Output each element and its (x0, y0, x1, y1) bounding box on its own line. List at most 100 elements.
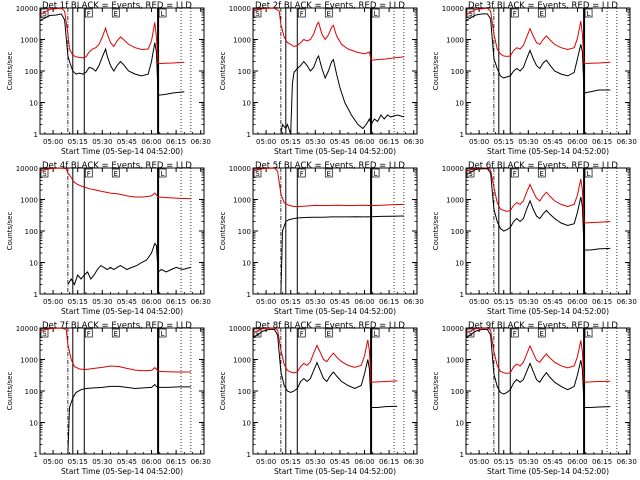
y-tick-label: 1000 (20, 37, 38, 45)
events-series-line (465, 13, 611, 94)
interval-label: E (540, 10, 544, 18)
x-axis-label: Start Time (05-Sep-14 04:52:00) (61, 467, 183, 476)
interval-box (510, 8, 519, 18)
x-tick-label: 05:15 (281, 138, 301, 146)
interval-label: L (161, 10, 165, 18)
y-tick-label: 10 (242, 100, 251, 108)
y-tick-label: 10000 (229, 5, 251, 13)
x-tick-label: 05:45 (543, 138, 563, 146)
y-tick-label: 1 (460, 131, 464, 139)
interval-box (371, 328, 380, 338)
y-axis-label: Counts/sec (432, 212, 440, 251)
x-tick-label: 06:30 (404, 458, 424, 466)
x-tick-label: 06:15 (166, 458, 186, 466)
panel-title: Det 6f BLACK = Events, RED = LLD (468, 161, 618, 171)
x-tick-label: 05:45 (330, 458, 350, 466)
y-tick-label: 10000 (16, 165, 38, 173)
detector-panel: Det 7f BLACK = Events, RED = LLD 1 10 100 10… (0, 320, 213, 480)
y-axis-label: Counts/sec (219, 212, 227, 251)
interval-label: F (513, 170, 517, 178)
x-tick-label: 05:00 (469, 458, 489, 466)
interval-label: F (513, 10, 517, 18)
x-tick-label: 05:00 (43, 138, 63, 146)
lld-series-line (465, 327, 611, 383)
x-tick-label: 05:15 (281, 458, 301, 466)
interval-box (158, 8, 167, 18)
y-tick-label: 1000 (20, 197, 38, 205)
x-tick-label: 05:45 (117, 458, 137, 466)
events-series-line (67, 242, 192, 286)
interval-label: F (87, 170, 91, 178)
panel-plot: Det 8f BLACK = Events, RED = LLD 1 10 100 10… (219, 321, 424, 476)
detector-panel: Det 9f BLACK = Events, RED = LLD 1 10 100 10… (426, 320, 639, 480)
x-tick-label: 06:30 (191, 298, 211, 306)
interval-label: L (587, 170, 591, 178)
lld-series-line (39, 327, 191, 373)
y-tick-label: 10 (242, 260, 251, 268)
interval-box (584, 8, 593, 18)
interval-box (537, 168, 546, 178)
y-tick-label: 10 (29, 100, 38, 108)
y-tick-label: 10000 (16, 5, 38, 13)
y-axis-label: Counts/sec (6, 212, 14, 251)
interval-box (537, 8, 546, 18)
x-tick-label: 06:15 (379, 458, 399, 466)
panel-plot: Det 3f BLACK = Events, RED = LLD 1 10 100 10… (432, 1, 637, 156)
interval-box (297, 8, 306, 18)
interval-box (371, 8, 380, 18)
y-tick-label: 10000 (442, 165, 464, 173)
interval-box (111, 168, 120, 178)
y-tick-label: 1 (247, 291, 251, 299)
interval-box (324, 328, 333, 338)
x-tick-label: 05:00 (256, 298, 276, 306)
interval-box (297, 168, 306, 178)
panel-plot: Det 1f BLACK = Events, RED = LLD 1 10 100 10… (6, 1, 211, 156)
x-tick-label: 05:00 (43, 298, 63, 306)
interval-label: F (300, 330, 304, 338)
y-tick-label: 100 (451, 388, 464, 396)
interval-box (84, 168, 93, 178)
y-tick-label: 1000 (446, 357, 464, 365)
y-tick-label: 100 (451, 68, 464, 76)
interval-label: S (468, 170, 473, 178)
lld-series-line (39, 7, 185, 65)
interval-label: F (87, 10, 91, 18)
interval-box (324, 8, 333, 18)
x-tick-label: 06:15 (379, 138, 399, 146)
detector-panel: Det 1f BLACK = Events, RED = LLD 1 10 100 10… (0, 0, 213, 160)
x-tick-label: 06:15 (592, 298, 612, 306)
interval-label: L (374, 10, 378, 18)
x-tick-label: 06:15 (166, 138, 186, 146)
y-tick-label: 1 (247, 131, 251, 139)
y-tick-label: 1000 (233, 197, 251, 205)
x-tick-label: 06:00 (354, 458, 374, 466)
panel-title: Det 5f BLACK = Events, RED = LLD (255, 161, 405, 171)
y-tick-label: 10 (455, 420, 464, 428)
x-tick-label: 05:30 (305, 458, 325, 466)
plot-frame (252, 167, 418, 295)
y-tick-label: 10 (242, 420, 251, 428)
x-axis-label: Start Time (05-Sep-14 04:52:00) (274, 307, 396, 316)
y-axis-label: Counts/sec (432, 52, 440, 91)
detector-panel: Det 2f BLACK = Events, RED = LLD 1 10 100 10… (213, 0, 426, 160)
interval-label: E (114, 330, 118, 338)
y-tick-label: 100 (25, 388, 38, 396)
x-tick-label: 05:30 (305, 138, 325, 146)
x-tick-label: 05:15 (68, 138, 88, 146)
y-tick-label: 100 (238, 388, 251, 396)
plot-frame (39, 167, 205, 295)
y-tick-label: 100 (451, 228, 464, 236)
events-series-line (67, 383, 191, 455)
y-tick-label: 1 (34, 131, 38, 139)
y-tick-label: 1000 (446, 197, 464, 205)
x-tick-label: 06:00 (354, 138, 374, 146)
y-tick-label: 1 (460, 451, 464, 459)
interval-label: L (587, 330, 591, 338)
x-tick-label: 05:45 (117, 138, 137, 146)
panel-title: Det 9f BLACK = Events, RED = LLD (468, 321, 618, 331)
plot-frame (252, 7, 418, 135)
x-tick-label: 05:00 (256, 138, 276, 146)
interval-label: F (513, 330, 517, 338)
y-tick-label: 10 (29, 260, 38, 268)
lld-series-line (39, 167, 191, 200)
